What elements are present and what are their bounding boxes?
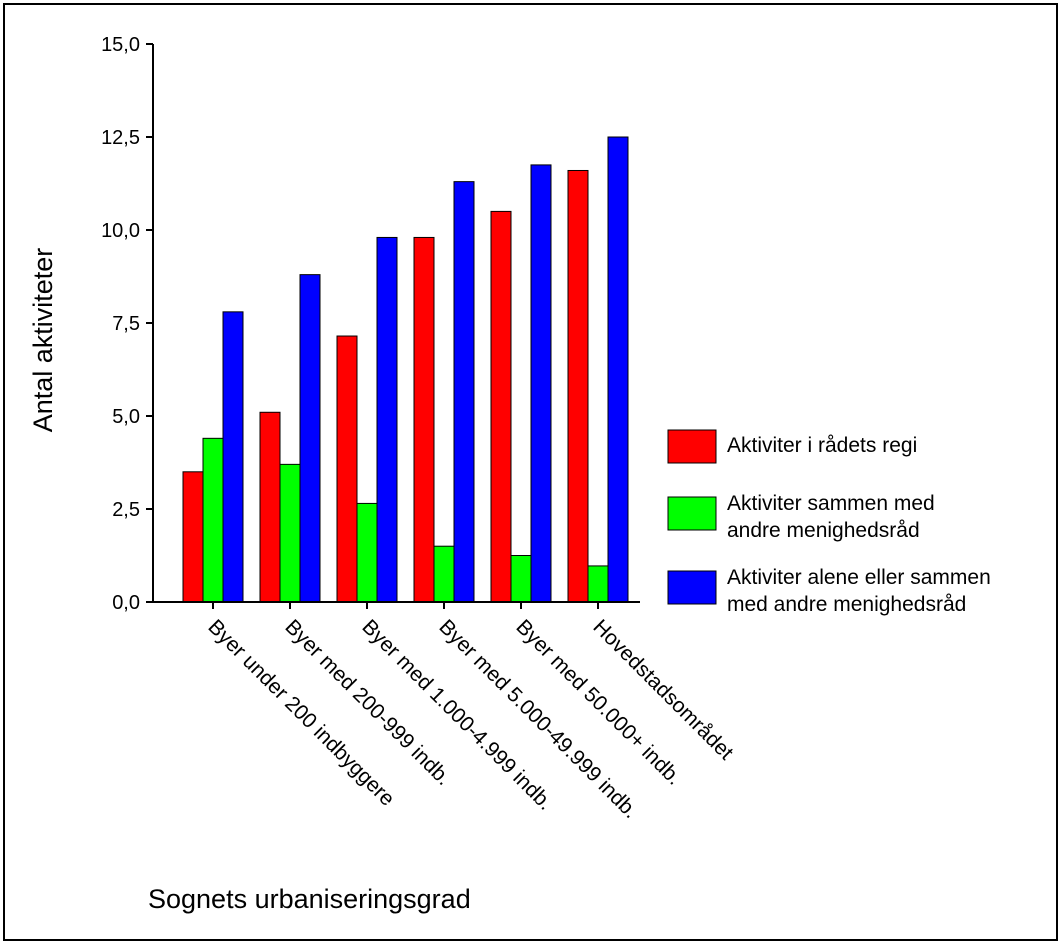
bar-series3-cat1 — [222, 311, 244, 603]
y-ticks-group: 0,0 2,5 5,0 7,5 10,0 12,5 15,0 — [101, 34, 153, 614]
bar-series3-cat5 — [530, 164, 552, 603]
bar-series2-cat1 — [202, 437, 224, 603]
legend-swatch-1 — [667, 429, 717, 464]
legend-label-3: med andre menighedsråd — [727, 593, 966, 616]
legend: Aktiviter i rådets regi Aktiviter sammen … — [667, 429, 991, 616]
y-tick-label: 7,5 — [112, 313, 140, 335]
bar-series3-cat2 — [299, 274, 321, 603]
bar-series1-cat5 — [490, 210, 512, 603]
y-tick-label: 15,0 — [101, 34, 140, 56]
bar-series2-cat2 — [279, 463, 301, 603]
legend-label-2: andre menighedsråd — [727, 519, 920, 542]
bar-series3-cat3 — [376, 236, 398, 603]
bar-series1-cat4 — [413, 236, 435, 603]
bar-series2-cat4 — [433, 545, 455, 603]
legend-swatch-2 — [667, 496, 717, 531]
y-tick-label: 0,0 — [112, 592, 140, 614]
legend-label-1: Aktiviter i rådets regi — [727, 434, 917, 457]
bars-group — [182, 136, 629, 603]
legend-label-3: Aktiviter alene eller sammen — [727, 566, 991, 589]
bar-series2-cat3 — [356, 502, 378, 603]
legend-label-2: Aktiviter sammen med — [727, 492, 935, 515]
bar-series1-cat3 — [336, 335, 358, 603]
y-tick-label: 2,5 — [112, 499, 140, 521]
y-tick-label: 5,0 — [112, 406, 140, 428]
x-axis-title: Sognets urbaniseringsgrad — [148, 884, 471, 914]
bar-series2-cat5 — [510, 555, 532, 603]
bar-series2-cat6 — [587, 565, 609, 603]
x-tick-label: Hovedstadsområdet — [588, 615, 737, 764]
y-axis-title: Antal aktiviteter — [28, 248, 58, 433]
y-tick-label: 10,0 — [101, 220, 140, 242]
bar-series1-cat2 — [259, 411, 281, 603]
y-tick-label: 12,5 — [101, 127, 140, 149]
bar-series1-cat1 — [182, 471, 204, 603]
legend-swatch-3 — [667, 570, 717, 605]
bar-series3-cat6 — [607, 136, 629, 603]
bar-series1-cat6 — [567, 169, 589, 603]
bar-series3-cat4 — [453, 181, 475, 603]
